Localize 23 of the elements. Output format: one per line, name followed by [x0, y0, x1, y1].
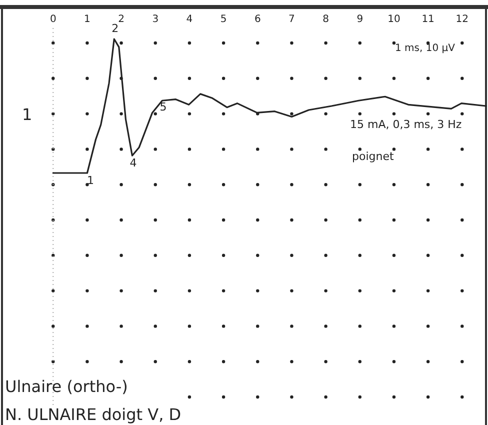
x-tick-label: 11	[422, 14, 434, 25]
annotation: 2	[112, 22, 119, 35]
x-tick-label: 6	[254, 14, 261, 25]
x-tick-label: 9	[356, 14, 364, 25]
x-tick-label: 3	[152, 14, 159, 25]
series-label: 1	[87, 174, 94, 187]
x-tick-label: 1	[84, 14, 90, 25]
text: Ulnaire (ortho-)	[5, 377, 128, 396]
annotation: 1	[22, 104, 32, 124]
annotation: 1 ms, 10 µV	[395, 43, 456, 54]
x-tick-label: 0	[50, 14, 56, 25]
x-tick-label: 12	[456, 14, 469, 25]
x-tick-label: 4	[186, 14, 193, 25]
x-tick-label: 7	[288, 14, 295, 25]
x-tick-label: 8	[322, 14, 329, 25]
x-tick-label: 5	[220, 14, 227, 25]
annotation: poignet	[352, 150, 394, 163]
x-tick-label: 2	[118, 14, 124, 25]
text: N. ULNAIRE doigt V, D	[5, 405, 182, 424]
annotation: 15 mA, 0,3 ms, 3 Hz	[350, 118, 462, 131]
annotation: 4	[130, 156, 137, 170]
annotation: 5	[160, 100, 167, 114]
x-tick-label: 10	[388, 14, 400, 25]
